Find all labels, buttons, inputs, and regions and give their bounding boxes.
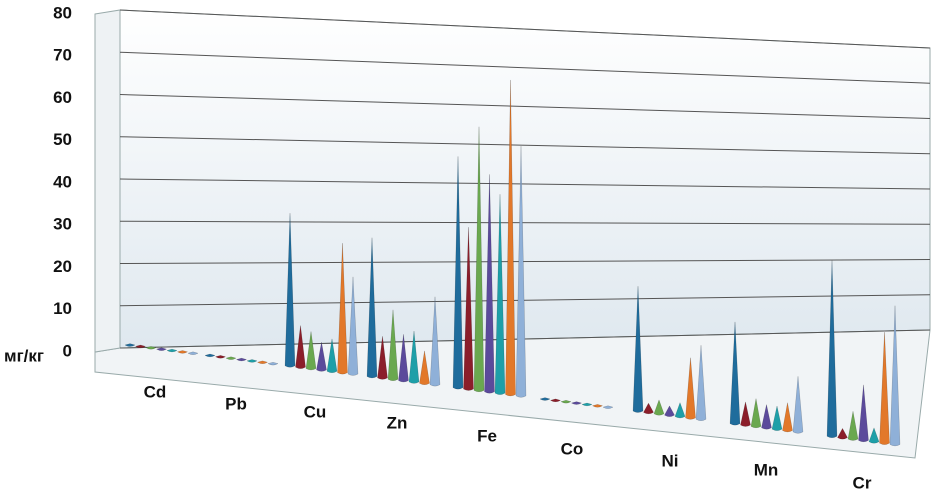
y-tick-label: 40 bbox=[53, 172, 72, 191]
cone bbox=[187, 351, 199, 355]
cone bbox=[847, 411, 859, 441]
x-tick-label: Fe bbox=[477, 426, 497, 445]
x-tick-label: Cd bbox=[144, 382, 167, 401]
grid-line bbox=[119, 220, 931, 225]
cone bbox=[387, 309, 399, 381]
cone bbox=[429, 296, 441, 387]
grid-line bbox=[119, 9, 931, 49]
cone bbox=[473, 126, 485, 393]
cone bbox=[305, 331, 317, 371]
cone bbox=[295, 325, 306, 369]
cone bbox=[377, 336, 388, 380]
cone bbox=[505, 79, 516, 397]
cone bbox=[494, 194, 506, 395]
cone bbox=[591, 404, 604, 408]
side-wall bbox=[94, 9, 121, 353]
cone bbox=[463, 227, 474, 391]
grid-line bbox=[119, 329, 931, 349]
cone bbox=[826, 260, 838, 439]
x-tick-label: Mn bbox=[754, 460, 779, 479]
cone bbox=[750, 398, 762, 429]
x-tick-label: Co bbox=[561, 439, 584, 458]
x-tick-label: Zn bbox=[387, 413, 408, 432]
cone bbox=[452, 156, 464, 390]
cone bbox=[581, 402, 593, 407]
cone bbox=[256, 360, 269, 364]
cone bbox=[695, 345, 707, 421]
cone bbox=[214, 355, 227, 359]
cone bbox=[729, 321, 741, 426]
cone bbox=[419, 350, 430, 386]
cone bbox=[155, 347, 168, 351]
cone bbox=[549, 398, 562, 403]
cone bbox=[868, 427, 880, 444]
cone bbox=[326, 338, 338, 374]
x-tick-label: Pb bbox=[225, 394, 247, 413]
cone bbox=[124, 343, 136, 347]
cone bbox=[316, 342, 327, 372]
y-tick-label: 30 bbox=[53, 215, 72, 234]
cone bbox=[398, 334, 409, 383]
cone bbox=[347, 276, 359, 376]
y-tick-label: 50 bbox=[53, 130, 72, 149]
back-wall bbox=[119, 9, 931, 349]
cone bbox=[267, 361, 279, 366]
grid-line bbox=[119, 259, 931, 264]
grid-line bbox=[119, 294, 931, 307]
cone bbox=[246, 359, 258, 363]
y-tick-label: 0 bbox=[63, 341, 72, 360]
cone bbox=[858, 384, 869, 443]
y-tick-label: 10 bbox=[53, 299, 72, 318]
y-axis-label: мг/кг bbox=[4, 346, 44, 365]
grid-line bbox=[119, 51, 931, 84]
cone bbox=[837, 427, 848, 440]
cone bbox=[337, 243, 348, 375]
x-tick-label: Cr bbox=[853, 473, 872, 492]
cone bbox=[632, 286, 644, 413]
cone bbox=[664, 405, 675, 417]
cone bbox=[284, 213, 296, 368]
cone bbox=[761, 404, 772, 430]
cone bbox=[235, 357, 248, 362]
x-tick-label: Ni bbox=[662, 451, 679, 470]
cone bbox=[889, 305, 901, 447]
cone bbox=[484, 174, 495, 394]
y-tick-label: 80 bbox=[53, 3, 72, 22]
cone bbox=[145, 346, 157, 350]
grid-line bbox=[119, 94, 931, 119]
cone bbox=[539, 397, 551, 401]
cone bbox=[176, 350, 189, 354]
cone bbox=[740, 401, 751, 427]
cone bbox=[643, 402, 654, 415]
cone bbox=[366, 237, 378, 379]
grid-line bbox=[119, 136, 931, 155]
cone bbox=[685, 357, 696, 420]
cone bbox=[560, 400, 572, 404]
cone bbox=[204, 353, 216, 358]
y-tick-label: 20 bbox=[53, 257, 72, 276]
cone bbox=[879, 332, 890, 445]
cone bbox=[225, 356, 237, 360]
x-tick-label: Cu bbox=[304, 402, 327, 421]
cone bbox=[408, 331, 420, 384]
cone bbox=[653, 399, 665, 416]
y-tick-label: 70 bbox=[53, 46, 72, 65]
cone bbox=[602, 405, 614, 409]
cone bbox=[782, 402, 793, 433]
cone bbox=[674, 401, 686, 419]
cone bbox=[570, 401, 583, 405]
cone bbox=[166, 348, 178, 353]
cone bbox=[771, 405, 783, 431]
y-tick-label: 60 bbox=[53, 88, 72, 107]
cone bbox=[515, 146, 527, 398]
grid-line bbox=[119, 178, 931, 190]
cone bbox=[792, 376, 804, 434]
cone bbox=[134, 344, 147, 349]
